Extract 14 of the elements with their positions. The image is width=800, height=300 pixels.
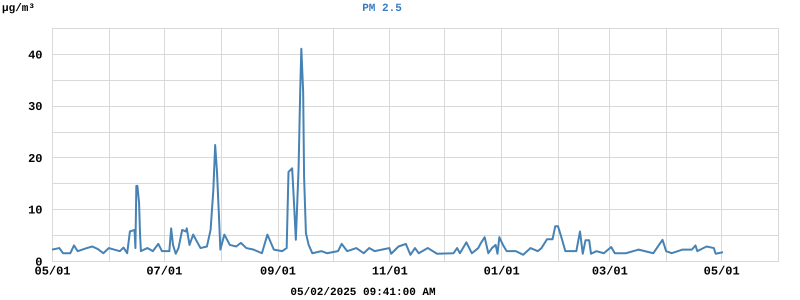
text: 05/02/2025 09:41:00 AM — [290, 287, 436, 299]
x-tick-label: 01/01 — [484, 264, 520, 278]
line-series — [52, 48, 724, 256]
x-tick-label: 05/01 — [704, 264, 740, 278]
y-tick-label: 10 — [28, 204, 42, 218]
x-tick-label: 07/01 — [146, 264, 182, 278]
y-tick-label: 40 — [28, 48, 42, 62]
chart-title: PM 2.5 — [362, 3, 402, 15]
x-tick-label: 03/01 — [592, 264, 628, 278]
x-tick-label: 11/01 — [372, 264, 408, 278]
y-axis-title: µg/m³ — [2, 3, 36, 15]
y-tick-label: 30 — [28, 100, 42, 114]
y-tick-label: 20 — [28, 152, 42, 166]
x-tick-label: 09/01 — [260, 264, 296, 278]
